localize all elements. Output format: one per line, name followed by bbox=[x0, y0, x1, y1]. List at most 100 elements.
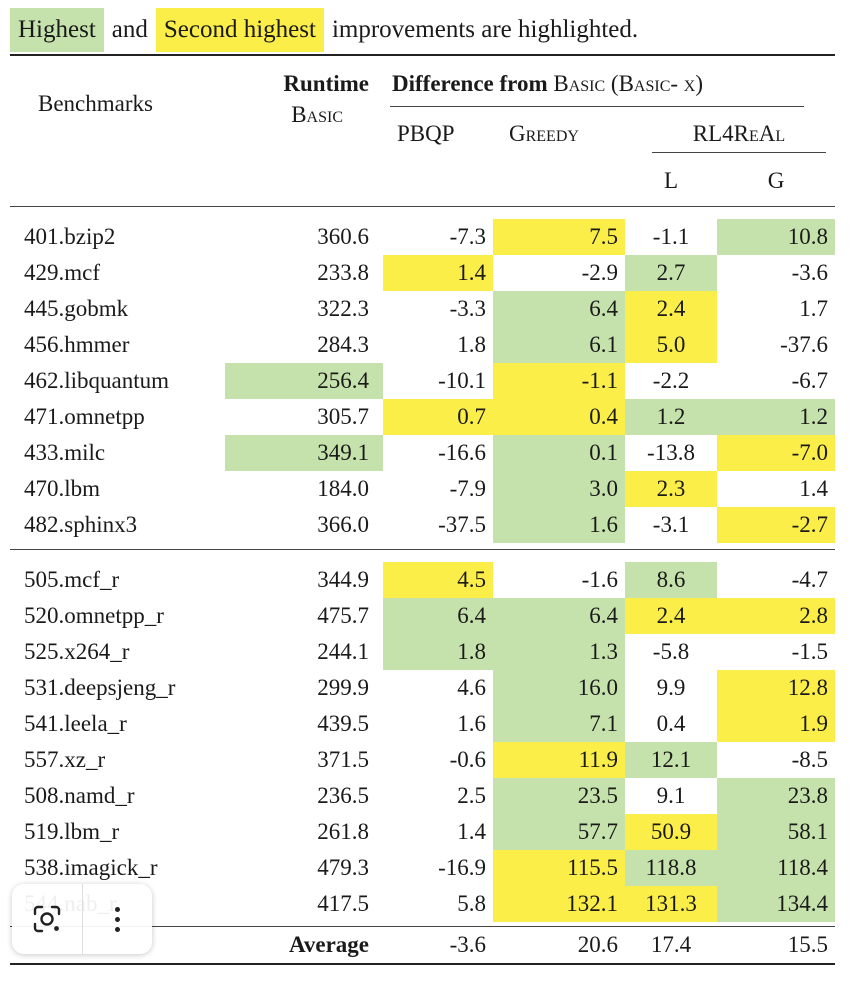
more-vertical-icon bbox=[114, 906, 120, 932]
benchmark-name: 505.mcf_r bbox=[24, 566, 120, 592]
diff-rl4real-l: -13.8 bbox=[647, 439, 695, 465]
table-row: 482.sphinx3 366.0 -37.5 1.6 -3.1 -2.7 bbox=[10, 506, 835, 543]
diff-pbqp: -16.9 bbox=[438, 854, 486, 880]
diff-rl4real-l: 2.4 bbox=[625, 597, 717, 634]
header-l: L bbox=[663, 167, 679, 193]
runtime-basic: 475.7 bbox=[317, 602, 369, 628]
more-options-button[interactable] bbox=[81, 884, 153, 954]
results-table: Benchmarks Runtime Basic Difference from… bbox=[10, 54, 835, 966]
table-row: 470.lbm 184.0 -7.9 3.0 2.3 1.4 bbox=[10, 470, 835, 507]
runtime-basic: 284.3 bbox=[317, 331, 369, 357]
diff-rl4real-g: -3.6 bbox=[791, 259, 828, 285]
diff-rl4real-l: 2.3 bbox=[625, 470, 717, 507]
table-row: 508.namd_r 236.5 2.5 23.5 9.1 23.8 bbox=[10, 777, 835, 814]
runtime-basic: 305.7 bbox=[317, 403, 369, 429]
diff-rl4real-l: -1.1 bbox=[652, 223, 690, 249]
benchmark-name: 525.x264_r bbox=[24, 638, 130, 664]
header-difference-basic: Basic bbox=[553, 71, 606, 96]
diff-rl4real-g: 2.8 bbox=[717, 597, 835, 634]
diff-rl4real-g: -4.7 bbox=[791, 566, 828, 592]
legend-and: and bbox=[111, 16, 148, 43]
header-difference: Difference from Basic (Basic- x) bbox=[383, 56, 835, 112]
diff-rl4real-g: 134.4 bbox=[717, 885, 835, 922]
diff-pbqp: 5.8 bbox=[457, 890, 486, 916]
diff-pbqp: 4.5 bbox=[383, 561, 493, 598]
header-rl4real-label: RL4ReAl bbox=[652, 116, 826, 153]
table-row: 433.milc 349.1 -16.6 0.1 -13.8 -7.0 bbox=[10, 434, 835, 471]
diff-pbqp: 1.4 bbox=[383, 254, 493, 291]
diff-rl4real-l: 12.1 bbox=[625, 741, 717, 778]
diff-pbqp: -16.6 bbox=[438, 439, 486, 465]
diff-pbqp: -10.1 bbox=[438, 367, 486, 393]
diff-rl4real-g: 12.8 bbox=[717, 669, 835, 706]
diff-rl4real-g: 1.9 bbox=[717, 705, 835, 742]
diff-rl4real-g: 1.7 bbox=[799, 295, 828, 321]
runtime-basic: 479.3 bbox=[317, 854, 369, 880]
runtime-basic: 371.5 bbox=[317, 746, 369, 772]
runtime-basic: 349.1 bbox=[225, 434, 383, 471]
diff-greedy: 132.1 bbox=[493, 885, 625, 922]
diff-pbqp: 1.8 bbox=[457, 331, 486, 357]
diff-rl4real-g: 23.8 bbox=[717, 777, 835, 814]
benchmark-name: 471.omnetpp bbox=[24, 403, 145, 429]
diff-pbqp: -7.3 bbox=[449, 223, 486, 249]
diff-rl4real-l: 118.8 bbox=[625, 849, 717, 886]
benchmark-name: 462.libquantum bbox=[24, 367, 170, 393]
diff-greedy: -1.1 bbox=[493, 362, 625, 399]
diff-greedy: 1.3 bbox=[493, 633, 625, 670]
table-row: 538.imagick_r 479.3 -16.9 115.5 118.8 118.4 bbox=[10, 849, 835, 886]
diff-rl4real-g: 1.2 bbox=[717, 398, 835, 435]
header-greedy: Greedy bbox=[509, 121, 579, 146]
benchmark-name: 531.deepsjeng_r bbox=[24, 674, 176, 700]
runtime-basic: 417.5 bbox=[317, 890, 369, 916]
benchmark-name: 538.imagick_r bbox=[24, 854, 158, 880]
runtime-basic: 184.0 bbox=[317, 475, 369, 501]
benchmark-name: 433.milc bbox=[24, 439, 106, 465]
runtime-basic: 344.9 bbox=[317, 566, 369, 592]
table-row: 429.mcf 233.8 1.4 -2.9 2.7 -3.6 bbox=[10, 254, 835, 291]
runtime-basic: 236.5 bbox=[317, 782, 369, 808]
header-pbqp: PBQP bbox=[397, 121, 455, 146]
diff-pbqp: 0.7 bbox=[383, 398, 493, 435]
diff-rl4real-l: -3.1 bbox=[652, 511, 690, 537]
lens-search-icon bbox=[33, 905, 60, 933]
diff-greedy: 6.1 bbox=[493, 326, 625, 363]
diff-greedy: 0.1 bbox=[493, 434, 625, 471]
average-g: 15.5 bbox=[787, 931, 828, 957]
diff-rl4real-g: -1.5 bbox=[791, 638, 828, 664]
diff-greedy: -2.9 bbox=[581, 259, 618, 285]
diff-rl4real-g: 10.8 bbox=[717, 218, 835, 255]
benchmark-name: 557.xz_r bbox=[24, 746, 106, 772]
average-l: 17.4 bbox=[650, 931, 692, 957]
diff-rl4real-g: -8.5 bbox=[791, 746, 828, 772]
diff-greedy: 7.1 bbox=[493, 705, 625, 742]
lens-search-button[interactable] bbox=[12, 884, 82, 954]
diff-greedy: 115.5 bbox=[493, 849, 625, 886]
diff-rl4real-l: 1.2 bbox=[625, 398, 717, 435]
runtime-basic: 366.0 bbox=[317, 511, 369, 537]
highlight-legend: Highest and Second highest improvements … bbox=[10, 8, 840, 52]
diff-pbqp: -37.5 bbox=[438, 511, 486, 537]
diff-pbqp: 4.6 bbox=[457, 674, 486, 700]
runtime-basic: 256.4 bbox=[225, 362, 383, 399]
benchmark-name: 445.gobmk bbox=[24, 295, 129, 321]
runtime-basic: 299.9 bbox=[317, 674, 369, 700]
benchmark-name: 541.leela_r bbox=[24, 710, 127, 736]
diff-rl4real-g: 118.4 bbox=[717, 849, 835, 886]
runtime-basic: 244.1 bbox=[317, 638, 369, 664]
diff-rl4real-g: -7.0 bbox=[717, 434, 835, 471]
benchmark-name: 508.namd_r bbox=[24, 782, 135, 808]
table-row: 525.x264_r 244.1 1.8 1.3 -5.8 -1.5 bbox=[10, 633, 835, 670]
section-spec2006: 401.bzip2 360.6 -7.3 7.5 -1.1 10.8 429.mcf 233.… bbox=[10, 218, 835, 543]
diff-greedy: 7.5 bbox=[493, 218, 625, 255]
average-pbqp: -3.6 bbox=[449, 931, 486, 957]
table-row: 541.leela_r 439.5 1.6 7.1 0.4 1.9 bbox=[10, 705, 835, 742]
runtime-basic: 439.5 bbox=[317, 710, 369, 736]
diff-pbqp: 1.6 bbox=[457, 710, 486, 736]
diff-rl4real-l: 9.9 bbox=[656, 674, 686, 700]
diff-rl4real-l: 9.1 bbox=[656, 782, 686, 808]
legend-highest: Highest bbox=[10, 8, 104, 52]
diff-pbqp: -3.3 bbox=[449, 295, 486, 321]
diff-greedy: 11.9 bbox=[493, 741, 625, 778]
